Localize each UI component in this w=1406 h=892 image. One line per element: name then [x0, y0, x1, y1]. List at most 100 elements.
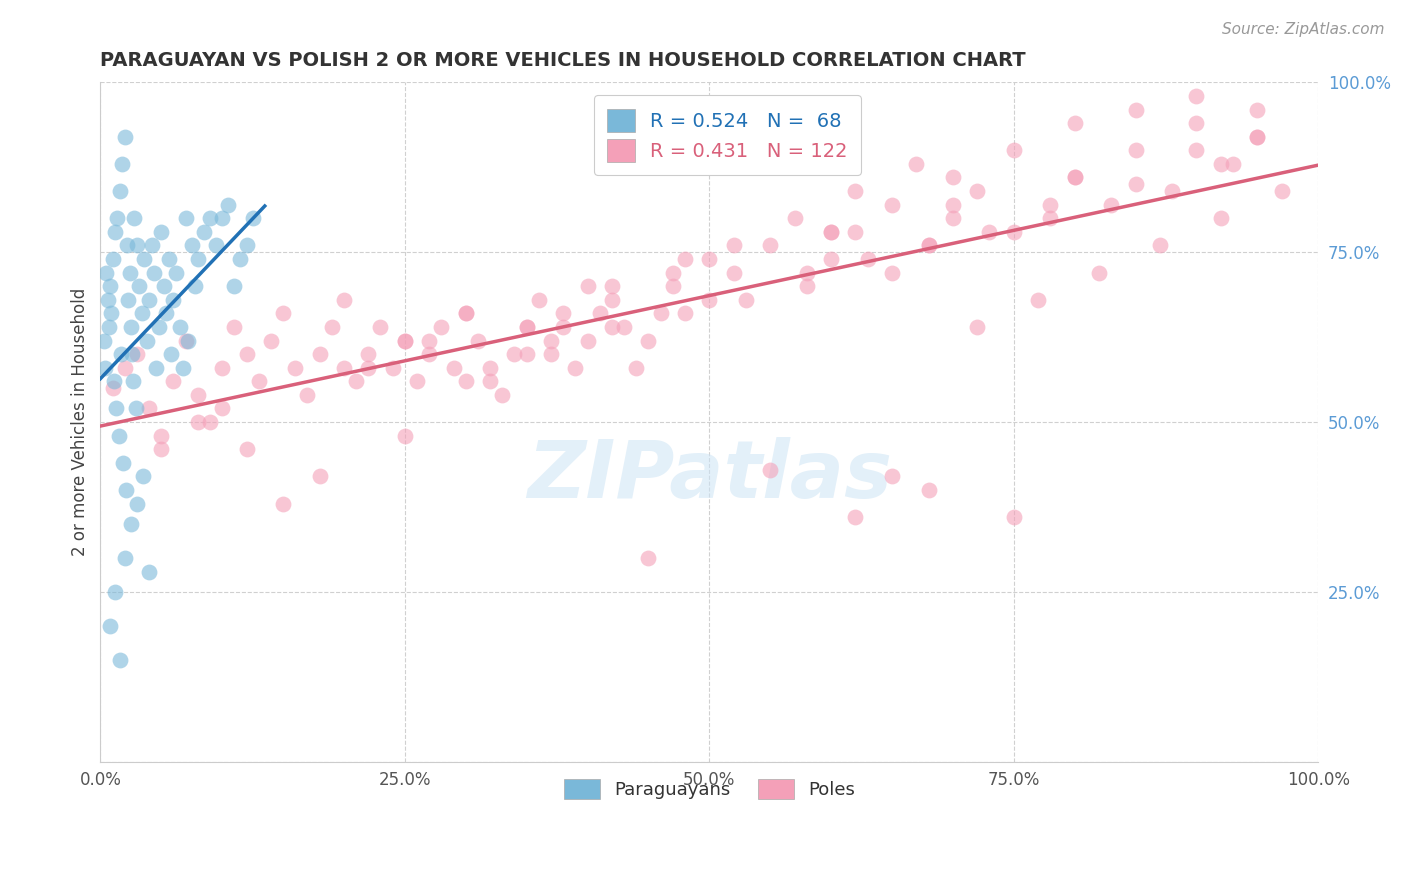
Point [844, 510, 866, 524]
Point [115, 483, 138, 497]
Point [479, 360, 502, 375]
Point [121, 347, 143, 361]
Text: ZIPatlas: ZIPatlas [527, 437, 891, 516]
Point [820, 252, 842, 266]
Point [150, 428, 173, 442]
Point [172, 360, 194, 375]
Point [107, 428, 129, 442]
Point [284, 360, 307, 375]
Point [783, 211, 806, 226]
Point [101, 252, 124, 266]
Point [107, 211, 129, 226]
Point [193, 225, 215, 239]
Point [600, 279, 623, 293]
Legend: Paraguayans, Poles: Paraguayans, Poles [550, 764, 869, 814]
Point [880, 469, 903, 483]
Point [454, 306, 477, 320]
Point [576, 334, 599, 348]
Point [662, 266, 685, 280]
Point [942, 211, 965, 226]
Y-axis label: 2 or more Vehicles in Household: 2 or more Vehicles in Household [72, 288, 89, 557]
Point [723, 266, 745, 280]
Point [131, 306, 153, 320]
Point [759, 462, 782, 476]
Point [491, 388, 513, 402]
Point [1039, 211, 1062, 226]
Point [135, 334, 157, 348]
Text: Source: ZipAtlas.com: Source: ZipAtlas.com [1222, 22, 1385, 37]
Point [844, 184, 866, 198]
Point [1125, 178, 1147, 192]
Point [820, 225, 842, 239]
Point [120, 320, 142, 334]
Point [217, 197, 239, 211]
Text: PARAGUAYAN VS POLISH 2 OR MORE VEHICLES IN HOUSEHOLD CORRELATION CHART: PARAGUAYAN VS POLISH 2 OR MORE VEHICLES … [100, 51, 1026, 70]
Point [100, 306, 122, 320]
Point [734, 293, 756, 307]
Point [443, 360, 465, 375]
Point [1039, 197, 1062, 211]
Point [108, 653, 131, 667]
Point [224, 279, 246, 293]
Point [394, 428, 416, 442]
Point [114, 360, 136, 375]
Point [880, 266, 903, 280]
Point [150, 442, 173, 457]
Point [297, 388, 319, 402]
Point [98, 619, 121, 633]
Point [966, 184, 988, 198]
Point [138, 565, 160, 579]
Point [1099, 197, 1122, 211]
Point [844, 225, 866, 239]
Point [418, 347, 440, 361]
Point [198, 415, 221, 429]
Point [454, 306, 477, 320]
Point [673, 306, 696, 320]
Point [662, 279, 685, 293]
Point [467, 334, 489, 348]
Point [187, 252, 209, 266]
Point [759, 238, 782, 252]
Point [198, 211, 221, 226]
Point [155, 306, 177, 320]
Point [174, 211, 197, 226]
Point [406, 374, 429, 388]
Point [1063, 170, 1085, 185]
Point [1246, 103, 1268, 117]
Point [114, 550, 136, 565]
Point [150, 225, 173, 239]
Point [905, 157, 928, 171]
Point [1246, 129, 1268, 144]
Point [110, 347, 132, 361]
Point [357, 360, 380, 375]
Point [125, 347, 148, 361]
Point [97, 293, 120, 307]
Point [540, 334, 562, 348]
Point [97, 320, 120, 334]
Point [613, 320, 636, 334]
Point [142, 266, 165, 280]
Point [118, 266, 141, 280]
Point [187, 388, 209, 402]
Point [205, 238, 228, 252]
Point [247, 374, 270, 388]
Point [1002, 143, 1025, 157]
Point [1271, 184, 1294, 198]
Point [1063, 170, 1085, 185]
Point [148, 320, 170, 334]
Point [796, 266, 818, 280]
Point [138, 293, 160, 307]
Point [211, 401, 233, 416]
Point [1185, 143, 1208, 157]
Point [111, 157, 134, 171]
Point [122, 374, 145, 388]
Point [145, 360, 167, 375]
Point [576, 279, 599, 293]
Point [796, 279, 818, 293]
Point [333, 293, 356, 307]
Point [132, 469, 155, 483]
Point [589, 306, 612, 320]
Point [600, 293, 623, 307]
Point [516, 320, 538, 334]
Point [503, 347, 526, 361]
